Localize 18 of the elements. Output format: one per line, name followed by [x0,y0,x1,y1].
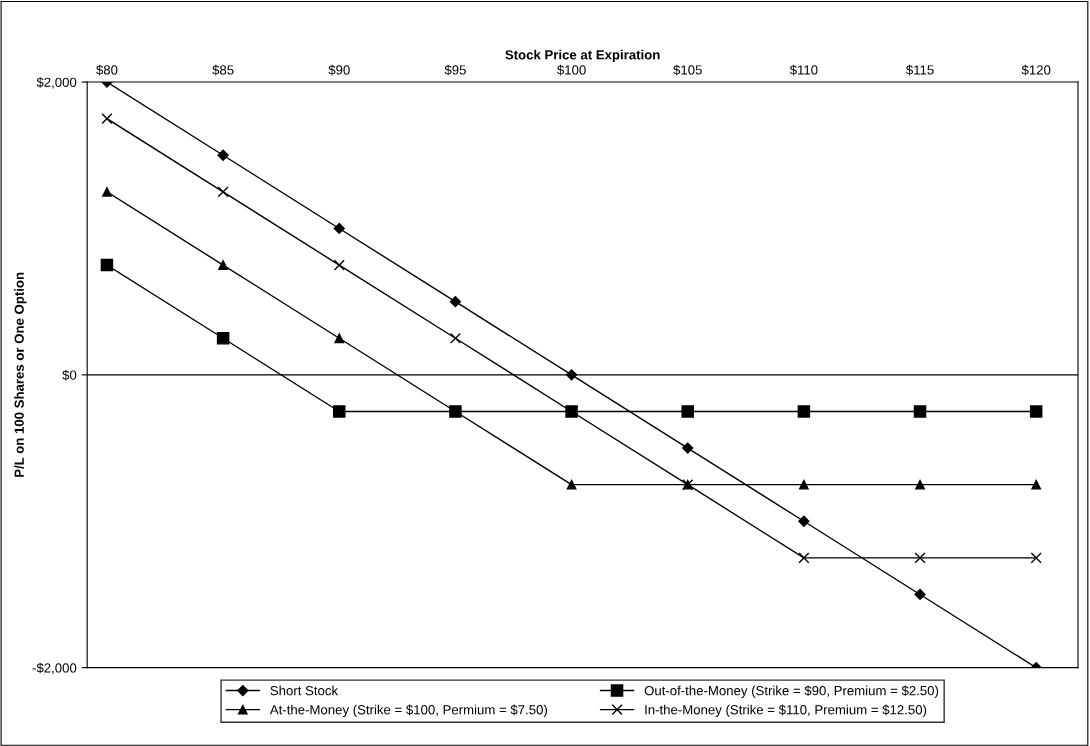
x-tick-label: $90 [328,64,350,76]
x-tick-label: $100 [557,64,586,76]
legend-label: Out-of-the-Money (Strike = $90, Premium = $2.50) [644,685,939,698]
x-tick-label: $120 [1021,64,1051,76]
x-tick-label: $115 [905,64,934,76]
y-tick-label: $0 [62,369,77,381]
x-tick-label: $80 [96,64,118,76]
y-tick-label: -$2,000 [32,662,77,675]
x-axis-title: Stock Price at Expiration [505,49,660,63]
x-tick-label: $85 [212,64,234,76]
y-axis-title: P/L on 100 Shares or One Option [14,272,27,477]
legend-label: In-the-Money (Strike = $110, Premium = $12.50) [645,704,927,718]
legend-label: Short Stock [270,685,339,696]
y-tick-label: $2,000 [36,77,77,89]
x-tick-label: $105 [673,64,702,76]
x-tick-label: $110 [789,64,818,76]
legend-label: At-the-Money (Strike = $100, Permium = $7.50) [269,704,547,718]
x-tick-label: $95 [444,64,466,76]
